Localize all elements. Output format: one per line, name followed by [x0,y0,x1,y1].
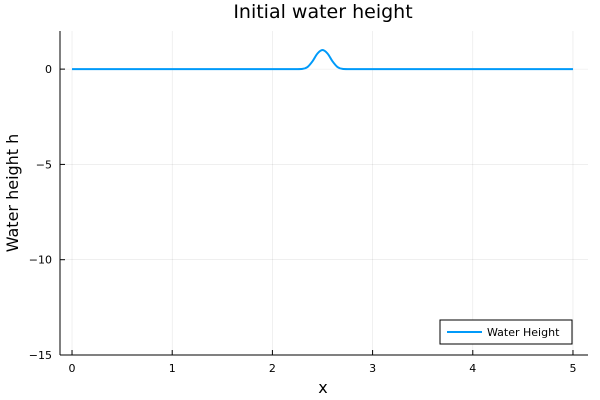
y-tick-label: −5 [36,158,52,171]
legend-label: Water Height [487,326,560,339]
ticks: 0 1 2 3 4 5 0 −5 −10 −15 [29,63,577,375]
x-tick-label: 4 [469,362,476,375]
chart-title: Initial water height [233,1,412,23]
series-line-water-height [72,49,573,71]
y-tick-label: 0 [45,63,52,76]
legend: Water Height [439,319,573,345]
axes [59,31,588,356]
y-axis-label: Water height h [3,134,22,253]
x-tick-label: 5 [569,362,576,375]
x-tick-label: 0 [69,362,76,375]
y-tick-label: −15 [29,349,52,362]
grid [60,31,588,356]
x-tick-label: 2 [269,362,276,375]
series [72,49,573,71]
y-tick-label: −10 [29,254,52,267]
x-axis-label: x [318,378,327,397]
x-tick-label: 3 [369,362,376,375]
x-tick-label: 1 [169,362,176,375]
